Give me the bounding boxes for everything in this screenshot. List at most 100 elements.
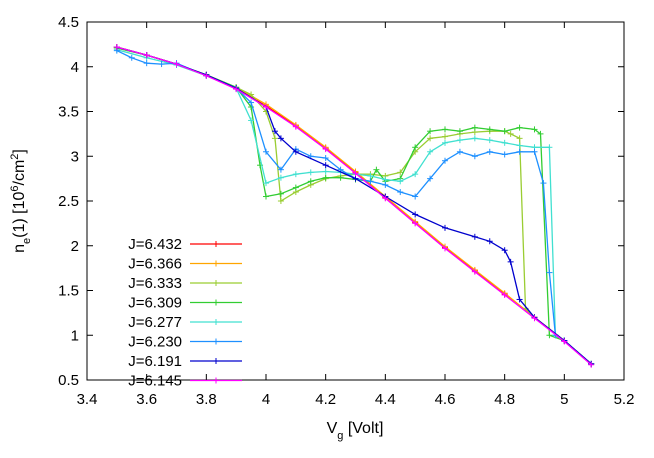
data-point	[292, 148, 299, 155]
legend: J=6.432 J=6.366 J=6.333 J=6.309 J=6.277 J=6.2…	[128, 236, 242, 390]
data-point	[158, 61, 165, 68]
data-point	[263, 148, 269, 155]
x-tick-label: 3.6	[136, 391, 157, 408]
y-tick-label: 4	[71, 59, 79, 76]
legend-label-3: J=6.309	[128, 295, 182, 312]
y-tick-label: 0.5	[58, 372, 79, 389]
x-tick-label: 3.8	[196, 391, 217, 408]
series-line-3	[116, 47, 592, 365]
data-point	[352, 175, 359, 182]
data-point	[471, 268, 478, 275]
data-point	[277, 190, 284, 197]
data-point	[322, 174, 329, 181]
x-tick-label: 4.2	[315, 391, 336, 408]
data-point	[442, 126, 448, 133]
data-point	[507, 130, 514, 137]
data-point	[412, 144, 419, 151]
data-point	[412, 171, 419, 178]
data-point	[263, 193, 269, 200]
data-point	[427, 175, 434, 182]
data-point	[271, 128, 278, 135]
data-point	[516, 124, 523, 131]
data-point	[337, 174, 344, 181]
data-point	[277, 198, 284, 204]
data-point	[113, 44, 120, 51]
data-point	[292, 184, 299, 191]
data-point	[456, 148, 463, 155]
data-point	[143, 60, 150, 67]
data-point	[263, 104, 269, 111]
data-point	[471, 153, 478, 160]
series-line-1	[116, 46, 592, 365]
data-point	[537, 130, 544, 137]
data-point	[588, 361, 595, 368]
series-line-4	[116, 49, 592, 365]
data-point	[442, 157, 448, 164]
data-point	[412, 211, 419, 218]
data-point	[546, 269, 553, 276]
x-tick-label: 5.2	[614, 391, 635, 408]
data-point	[307, 178, 314, 185]
series-line-5	[116, 50, 592, 365]
data-point	[277, 135, 284, 142]
y-tick-label: 2.5	[58, 193, 79, 210]
data-point	[471, 233, 478, 240]
data-point	[367, 178, 374, 185]
data-point	[427, 135, 434, 142]
x-tick-label: 5	[560, 391, 568, 408]
data-point	[248, 117, 255, 124]
data-point	[442, 245, 448, 252]
legend-label-5: J=6.230	[128, 334, 182, 351]
axis-ticks: 3.4 3.6 3.8 4 4.2 4.4 4.6 4.8 5 5.2 0.5 1 1.5 2 2.5 3 3.…	[58, 14, 634, 408]
data-point	[501, 247, 508, 254]
y-axis-title: ne(1) [106/cm2]	[9, 149, 33, 253]
data-point	[531, 315, 538, 322]
data-point	[427, 128, 434, 135]
data-point	[516, 135, 523, 142]
data-point	[382, 181, 389, 188]
data-point	[516, 148, 523, 155]
data-point	[531, 126, 538, 133]
data-point	[322, 162, 329, 169]
data-point	[367, 172, 374, 179]
data-point	[486, 238, 493, 245]
series-line-6	[116, 46, 592, 365]
x-tick-label: 4.8	[494, 391, 515, 408]
data-point	[322, 155, 329, 162]
y-tick-label: 3.5	[58, 104, 79, 121]
data-point	[277, 166, 284, 173]
data-point	[501, 139, 508, 146]
data-point	[248, 99, 255, 106]
data-point	[397, 178, 404, 185]
legend-label-0: J=6.432	[128, 236, 182, 253]
data-point	[456, 128, 463, 135]
data-point	[501, 291, 508, 298]
x-tick-label: 3.4	[77, 391, 98, 408]
data-point	[501, 151, 508, 158]
data-point	[382, 195, 389, 202]
x-tick-label: 4.6	[435, 391, 456, 408]
data-point	[501, 128, 508, 135]
data-point	[427, 148, 434, 155]
y-tick-label: 4.5	[58, 14, 79, 31]
data-point	[442, 224, 448, 231]
data-point	[516, 296, 523, 303]
data-point	[442, 133, 448, 140]
data-point	[531, 148, 538, 155]
series-line-2	[116, 47, 592, 365]
data-point	[412, 193, 419, 200]
data-point	[486, 126, 493, 133]
data-point	[322, 168, 329, 175]
data-point	[471, 135, 478, 142]
data-point	[248, 91, 255, 98]
data-point	[263, 180, 269, 187]
x-tick-label: 4.4	[375, 391, 396, 408]
data-point	[456, 137, 463, 144]
data-point	[540, 180, 547, 187]
data-point	[322, 146, 329, 153]
data-point	[397, 189, 404, 196]
series-layer	[113, 44, 595, 368]
data-point	[373, 166, 380, 173]
y-tick-label: 3	[71, 148, 79, 165]
